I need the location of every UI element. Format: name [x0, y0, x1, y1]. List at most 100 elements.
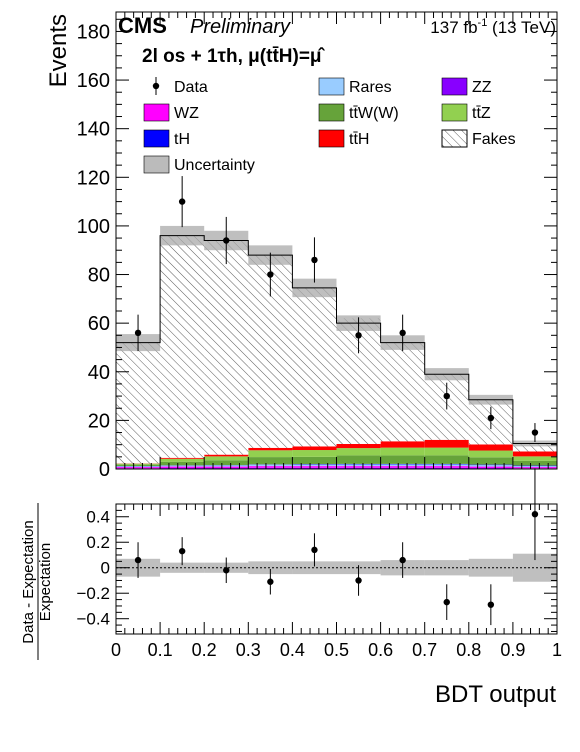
- bar-ttz: [424, 447, 469, 456]
- y-tick-label: 20: [88, 410, 110, 432]
- bar-tth: [336, 443, 381, 449]
- ratio-axes: −0.4 −0.2 0 0.2 0.4 0 0.1 0.2 0.3 0.4 0.5 0.6 0.7 0.8…: [76, 503, 562, 660]
- bar-wz: [424, 466, 469, 468]
- ratio-uncertainty-band: [160, 562, 205, 573]
- legend-swatch: [318, 103, 345, 122]
- y-tick-label: 0: [99, 459, 110, 481]
- data-point: [267, 271, 274, 278]
- legend-label: tt̄Z: [472, 105, 491, 122]
- data-point: [399, 329, 406, 337]
- bar-wz: [292, 466, 337, 468]
- bar-ttz: [160, 458, 205, 462]
- bar-ttww: [248, 457, 293, 465]
- bar-wz: [248, 466, 293, 468]
- bar-fakes: [292, 287, 337, 447]
- data-point: [134, 329, 142, 337]
- ratio-point: [443, 598, 450, 606]
- y-tick-label: 80: [88, 265, 110, 287]
- ratio-y-tick-label: 0: [101, 559, 110, 578]
- ratio-y-label-denominator: Expectation: [37, 543, 54, 621]
- bar-ttww: [336, 455, 381, 464]
- main-y-axis-label: Events: [45, 14, 72, 87]
- data-point: [443, 392, 450, 400]
- bar-wz: [512, 467, 557, 469]
- bar-ttz: [248, 450, 293, 458]
- legend-label: Uncertainty: [174, 157, 255, 174]
- bar-zz: [424, 467, 469, 469]
- ratio-y-tick-label: −0.4: [76, 610, 110, 629]
- bar-tth: [424, 439, 469, 448]
- ratio-point: [267, 578, 274, 585]
- bar-ttww: [424, 455, 469, 464]
- legend-entry-wz: WZ: [143, 103, 199, 122]
- bar-ttww: [116, 464, 161, 467]
- lumi-value: 137 fb: [430, 18, 477, 37]
- legend-label: tH: [174, 131, 190, 148]
- data-point: [178, 198, 186, 205]
- x-tick-label: 0.1: [148, 640, 173, 660]
- legend-entry-zz: ZZ: [441, 77, 492, 96]
- legend-label: Rares: [349, 79, 392, 96]
- x-tick-label: 0: [111, 640, 121, 660]
- bar-ttww: [292, 456, 337, 465]
- legend-entry-tth: tt̄H: [318, 129, 369, 148]
- bar-fakes: [116, 342, 161, 464]
- bar-wz: [380, 466, 425, 468]
- bar-ttz: [380, 447, 425, 456]
- status-label: Preliminary: [190, 16, 291, 38]
- bar-fakes: [160, 235, 205, 458]
- bar-fakes: [512, 443, 557, 452]
- bar-ttz: [336, 448, 381, 456]
- stack-layers: [116, 225, 557, 469]
- y-tick-label: 60: [88, 313, 110, 335]
- x-tick-label: 0.6: [368, 640, 393, 660]
- x-axis-label: BDT output: [435, 681, 556, 708]
- bar-tth: [292, 446, 337, 451]
- bar-tth: [204, 454, 249, 457]
- legend-label: Data: [174, 79, 208, 96]
- bar-rares: [468, 465, 513, 467]
- ratio-points: [134, 468, 539, 626]
- bar-fakes: [380, 342, 425, 442]
- bar-rares: [116, 466, 161, 468]
- bar-zz: [380, 467, 425, 469]
- legend-swatch: [441, 77, 468, 96]
- y-tick-label: 40: [88, 362, 110, 384]
- y-tick-label: 120: [77, 167, 110, 189]
- bar-rares: [380, 464, 425, 467]
- chart-title: 2l os + 1τh, μ(tt̄H)=μ̂: [142, 46, 326, 67]
- lumi-exponent: -1: [478, 17, 488, 29]
- bar-ttww: [380, 455, 425, 464]
- bar-rares: [512, 466, 557, 468]
- data-point: [531, 429, 539, 436]
- ratio-panel: −0.4 −0.2 0 0.2 0.4 0 0.1 0.2 0.3 0.4 0.5 0.6 0.7 0.8…: [20, 468, 562, 708]
- legend-entry-ttww: tt̄W(W): [318, 103, 399, 122]
- bar-ttz: [204, 456, 249, 461]
- bar-ttww: [204, 460, 249, 466]
- bar-wz: [160, 466, 205, 469]
- legend-marker: [152, 82, 160, 90]
- x-tick-label: 0.8: [456, 640, 481, 660]
- legend-entry-fakes: Fakes: [441, 129, 516, 148]
- legend: Data Rares ZZ WZ tt̄W(W) tt̄Z tH tt̄H Fakes Uncer…: [143, 77, 516, 174]
- bar-tth: [380, 441, 425, 448]
- bar-wz: [204, 466, 249, 469]
- bar-rares: [292, 464, 337, 467]
- ratio-y-tick-label: −0.2: [76, 584, 110, 603]
- y-tick-label: 100: [77, 216, 110, 238]
- legend-swatch: [143, 129, 170, 148]
- legend-swatch: [143, 103, 170, 122]
- bar-tth: [248, 447, 293, 451]
- bar-ttz: [512, 456, 557, 461]
- y-tick-label: 160: [77, 70, 110, 92]
- bar-wz: [116, 467, 161, 469]
- bar-wz: [336, 466, 381, 468]
- legend-swatch: [143, 155, 170, 174]
- x-tick-label: 0.4: [280, 640, 305, 660]
- bar-ttz: [292, 450, 337, 457]
- x-tick-label: 0.2: [192, 640, 217, 660]
- bar-zz: [336, 467, 381, 469]
- legend-entry-data: Data: [152, 77, 208, 96]
- main-y-axis: 0 20 40 60 80 100 120 140 160 180: [77, 12, 558, 481]
